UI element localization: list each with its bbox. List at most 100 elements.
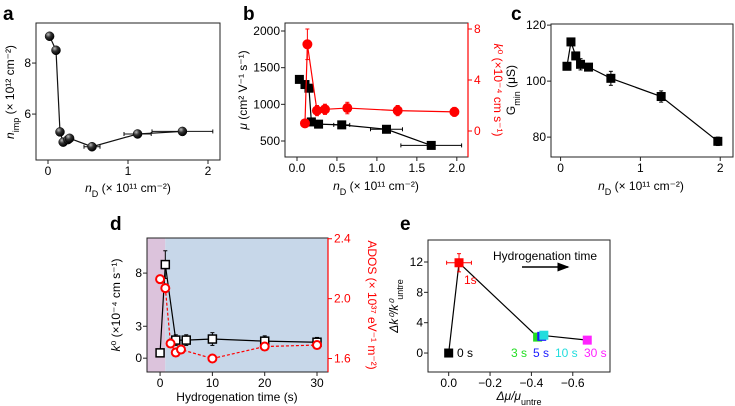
data-point: [181, 335, 191, 345]
series-line: [566, 41, 719, 142]
y-tick-label: 4: [416, 316, 423, 330]
y-axis-label-part: (× 10¹² cm⁻²): [3, 45, 17, 118]
x-axis-label-part: n: [333, 179, 340, 193]
x-axis-label-part: n: [598, 179, 605, 193]
series-k0: [299, 28, 460, 129]
y2-tick-label: 2.4: [334, 232, 351, 246]
y-axis-label: μ (cm² V⁻¹ s⁻¹): [236, 50, 250, 130]
y-axis-label-part: G: [504, 106, 518, 115]
y-axis-label-part: ⁰ (×10⁻⁴ cm s⁻¹): [109, 259, 123, 346]
x-axis-label-part: D: [605, 187, 612, 197]
data-point: [392, 105, 403, 116]
point-label: 5 s: [533, 346, 549, 360]
data-point: [207, 334, 218, 344]
shaded-region: [165, 238, 328, 372]
y-axis-label-part: (cm² V⁻¹ s⁻¹): [236, 50, 250, 123]
series-g-min: [562, 37, 723, 147]
y-axis-label: nimp (× 10¹² cm⁻²): [3, 45, 21, 139]
y-tick-label: 12: [410, 255, 424, 269]
x-axis-label: Hydrogenation time (s): [176, 390, 297, 404]
data-point: [160, 283, 171, 294]
x-axis-label-part: (× 10¹¹ cm⁻²): [346, 179, 419, 193]
x-axis-label-part: D: [340, 187, 347, 197]
data-point: [304, 83, 314, 93]
plot-frame: [427, 239, 611, 373]
data-point: [55, 127, 65, 137]
y-tick-label: 120: [526, 18, 546, 32]
y2-tick-label: 0: [474, 124, 481, 138]
x-tick-label: 1.0: [369, 161, 386, 175]
data-point: [449, 106, 460, 117]
x-tick-label: 2: [717, 161, 724, 175]
y2-tick-label: 8: [474, 22, 481, 36]
y-tick-label: 8: [416, 285, 423, 299]
plot-frame: [550, 23, 734, 158]
x-axis-label-part: Hydrogenation time (s): [176, 390, 297, 404]
data-point: [306, 117, 316, 127]
x-tick-label: 30: [310, 376, 324, 390]
data-point: [44, 31, 55, 42]
panel-e: e0.0 −0.2 −0.4 −0.604812Δμ/μuntreΔk⁰/k⁰untr…: [387, 214, 611, 406]
x-axis-label-part: (× 10¹¹ cm⁻²): [98, 181, 171, 195]
series-1s: 1s: [446, 253, 477, 287]
y2-axis-label: k⁰ (×10⁻⁴ cm s⁻¹): [491, 44, 505, 137]
y-axis-label-part: imp: [11, 118, 21, 133]
x-tick-label: 10: [206, 376, 220, 390]
data-point: [132, 129, 143, 139]
x-axis-label-part: n: [85, 181, 92, 195]
data-point: [87, 141, 97, 152]
x-tick-label: 0.5: [329, 161, 346, 175]
series-line: [49, 36, 183, 148]
data-point: [584, 62, 594, 72]
data-point: [571, 51, 581, 61]
y-tick-label: 0: [135, 351, 142, 365]
data-point: [319, 104, 330, 115]
x-tick-label: −0.2: [478, 376, 502, 390]
data-point: [314, 119, 324, 129]
data-point: [311, 105, 322, 116]
series-30-s: 30 s: [582, 335, 607, 360]
data-point: [342, 103, 353, 114]
x-tick-label: 0: [45, 164, 52, 178]
x-tick-label: 20: [258, 376, 272, 390]
y-axis-label-part: (μS): [504, 65, 518, 91]
panel-c: c 0 1 2 80 100 120 nD (× 10¹¹ cm⁻²) Gmin (μS): [504, 4, 734, 197]
series-n-imp: [44, 31, 214, 152]
data-point: [155, 274, 166, 285]
data-point: [539, 330, 549, 340]
x-tick-label: 0: [557, 161, 564, 175]
y2-tick-label: 2.0: [334, 292, 351, 306]
x-tick-label: 1: [637, 161, 644, 175]
data-point: [155, 348, 165, 358]
y2-tick-label: 1.6: [334, 352, 351, 366]
data-point: [562, 61, 572, 71]
point-label: 1s: [464, 273, 477, 287]
y-tick-label: 1000: [253, 97, 280, 111]
data-point: [713, 136, 723, 146]
data-point: [582, 335, 592, 345]
y-tick-label: 100: [526, 74, 546, 88]
y-axis-label-part: k: [109, 344, 123, 351]
data-point: [176, 344, 187, 355]
x-axis-label: Δμ/μuntre: [495, 389, 541, 406]
x-axis-label: nD (× 10¹¹ cm⁻²): [333, 179, 419, 197]
y-tick-label: 0: [416, 346, 423, 360]
data-point: [294, 74, 304, 84]
y2-axis-label-part: k: [491, 44, 505, 51]
y-tick-label: 8: [24, 56, 31, 70]
data-point: [444, 348, 454, 358]
y-tick-label: 2000: [253, 24, 280, 38]
series-ados: [155, 274, 323, 364]
y-axis-label-part: μ: [236, 123, 250, 131]
y2-axis-label-part: ADOS (× 10³⁷ eV⁻¹ m⁻²): [365, 240, 379, 369]
y-tick-label: 80: [533, 130, 547, 144]
panel-b: b 0.0 0.5 1.0 1.5 2.0 500 1000 1500 2000 0 4 8 nD (× …: [236, 4, 505, 197]
data-point: [207, 353, 218, 364]
point-label: 10 s: [555, 346, 578, 360]
x-tick-label: 1.5: [409, 161, 426, 175]
x-axis-label-part: untre: [521, 397, 542, 406]
data-point: [426, 140, 436, 150]
x-axis-label: nD (× 10¹¹ cm⁻²): [85, 181, 171, 199]
